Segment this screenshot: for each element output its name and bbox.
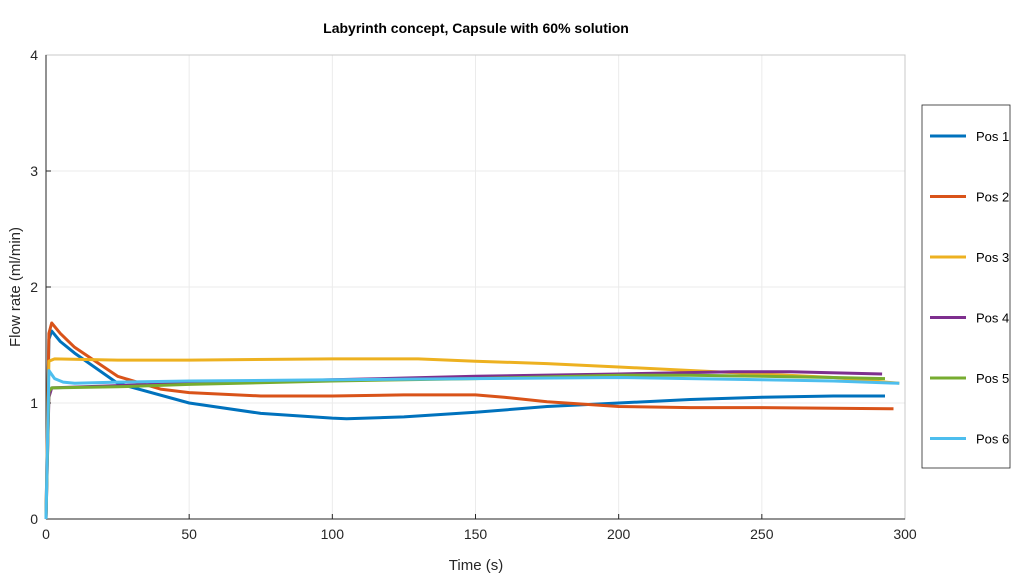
- x-tick-label: 0: [42, 526, 50, 542]
- x-tick-label: 50: [181, 526, 197, 542]
- x-tick-label: 100: [321, 526, 345, 542]
- series-line-pos-3: [44, 357, 900, 520]
- x-tick-label: 150: [464, 526, 488, 542]
- legend-label: Pos 3: [976, 250, 1009, 265]
- legend-label: Pos 2: [976, 190, 1009, 205]
- y-tick-label: 0: [30, 511, 38, 527]
- y-tick-label: 2: [30, 279, 38, 295]
- y-tick-label: 4: [30, 47, 38, 63]
- x-tick-label: 200: [607, 526, 631, 542]
- series-line-pos-1: [44, 329, 885, 520]
- legend-label: Pos 4: [976, 311, 1009, 326]
- legend-box: [921, 104, 1011, 469]
- legend-label: Pos 6: [976, 432, 1009, 447]
- series-line-pos-6: [44, 369, 900, 520]
- x-tick-label: 250: [750, 526, 774, 542]
- y-tick-label: 3: [30, 163, 38, 179]
- x-tick-label: 300: [893, 526, 917, 542]
- series-line-pos-2: [44, 321, 894, 520]
- legend-label: Pos 5: [976, 371, 1009, 386]
- chart-title: Labyrinth concept, Capsule with 60% solu…: [323, 20, 629, 36]
- y-tick-label: 1: [30, 395, 38, 411]
- y-axis-label: Flow rate (ml/min): [7, 227, 24, 347]
- legend-label: Pos 1: [976, 129, 1009, 144]
- x-axis-label: Time (s): [449, 557, 503, 574]
